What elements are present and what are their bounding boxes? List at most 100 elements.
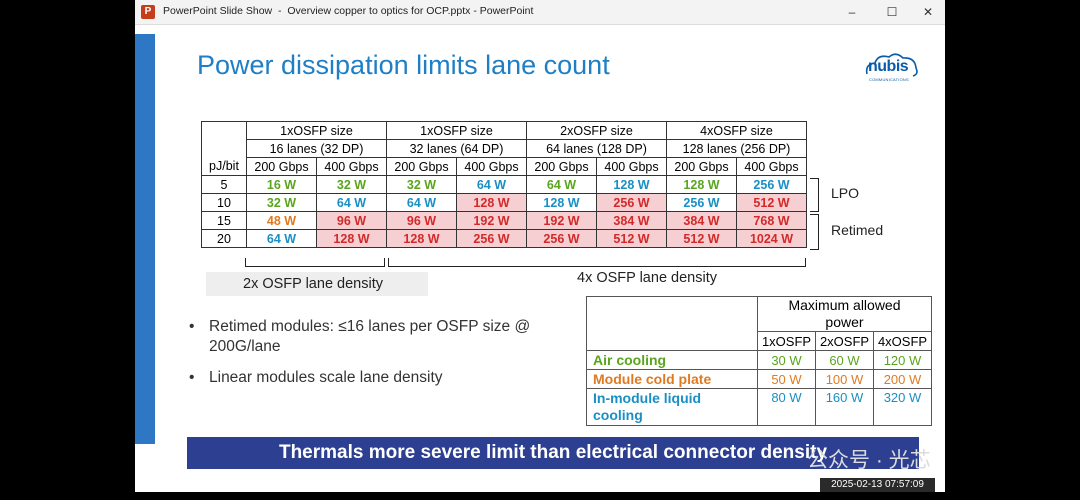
power-cell: 256 W [526, 229, 597, 248]
density-brace-left [245, 258, 385, 267]
conclusion-banner: Thermals more severe limit than electric… [187, 437, 919, 469]
power-cell: 256 W [736, 175, 807, 194]
cooling-value: 100 W [815, 369, 874, 389]
power-cell: 512 W [666, 229, 737, 248]
watermark: 公众号 · 光芯 [807, 449, 931, 472]
group-lanes: 32 lanes (64 DP) [386, 139, 527, 158]
close-button[interactable]: ✕ [922, 5, 934, 19]
power-cell: 512 W [596, 229, 667, 248]
cooling-value: 80 W [757, 388, 816, 426]
cooling-value: 200 W [873, 369, 932, 389]
power-cell: 96 W [386, 211, 457, 230]
power-cell: 192 W [526, 211, 597, 230]
power-cell: 128 W [596, 175, 667, 194]
power-cell: 96 W [316, 211, 387, 230]
power-cell: 192 W [456, 211, 527, 230]
speed-header: 200 Gbps [666, 157, 737, 176]
nubis-logo: nubis COMMUNICATIONS [863, 52, 921, 84]
cooling-value: 30 W [757, 350, 816, 370]
lpo-label: LPO [831, 185, 860, 201]
cooling-col-header: 4xOSFP [873, 331, 932, 351]
power-cell: 512 W [736, 193, 807, 212]
table-row: 5 16 W 32 W 32 W 64 W 64 W 128 W 128 W 2… [201, 175, 807, 194]
power-cell: 32 W [386, 175, 457, 194]
power-cell: 48 W [246, 211, 317, 230]
power-cell: 128 W [666, 175, 737, 194]
maximize-button[interactable]: ☐ [886, 5, 898, 19]
group-lanes: 128 lanes (256 DP) [666, 139, 807, 158]
density-label-left: 2x OSFP lane density [243, 276, 383, 292]
group-size: 2xOSFP size [526, 121, 667, 140]
group-lanes: 16 lanes (32 DP) [246, 139, 387, 158]
lpo-brace [810, 178, 819, 212]
power-cell: 128 W [526, 193, 597, 212]
power-cell: 128 W [456, 193, 527, 212]
table-row: 15 48 W 96 W 96 W 192 W 192 W 384 W 384 … [201, 211, 807, 230]
group-size: 4xOSFP size [666, 121, 807, 140]
power-cell: 768 W [736, 211, 807, 230]
pj-value: 10 [201, 193, 247, 212]
cooling-value: 120 W [873, 350, 932, 370]
power-cell: 64 W [246, 229, 317, 248]
slide-title: Power dissipation limits lane count [197, 50, 610, 80]
row-header: pJ/bit [201, 157, 247, 176]
retimed-label: Retimed [831, 222, 884, 238]
cloud-icon [865, 53, 918, 77]
cooling-col-header: 1xOSFP [757, 331, 816, 351]
power-cell: 256 W [666, 193, 737, 212]
table-row: 10 32 W 64 W 64 W 128 W 128 W 256 W 256 … [201, 193, 807, 212]
table-row: Air cooling 30 W 60 W 120 W [586, 350, 932, 370]
power-cell: 64 W [386, 193, 457, 212]
table-row: 20 64 W 128 W 128 W 256 W 256 W 512 W 51… [201, 229, 807, 248]
timestamp: 2025-02-13 07:57:09 [820, 478, 935, 492]
slide-accent-bar [135, 34, 155, 444]
cooling-value: 50 W [757, 369, 816, 389]
pj-value: 5 [201, 175, 247, 194]
power-cell: 32 W [316, 175, 387, 194]
power-cell: 16 W [246, 175, 317, 194]
powerpoint-window: P PowerPoint Slide Show - Overview coppe… [135, 0, 945, 492]
table-row: Module cold plate 50 W 100 W 200 W [586, 369, 932, 389]
minimize-button[interactable]: – [848, 5, 856, 19]
cooling-label: In-module liquid cooling [586, 388, 758, 426]
bullet-item: • Retimed modules: ≤16 lanes per OSFP siz… [189, 318, 531, 355]
cooling-label: Air cooling [586, 350, 758, 370]
bullet-item: • Linear modules scale lane density [189, 369, 443, 386]
cooling-col-header: 2xOSFP [815, 331, 874, 351]
cooling-value: 160 W [815, 388, 874, 426]
power-cell: 256 W [596, 193, 667, 212]
window-title: PowerPoint Slide Show - Overview copper … [163, 5, 534, 17]
pj-value: 15 [201, 211, 247, 230]
group-lanes: 64 lanes (128 DP) [526, 139, 667, 158]
powerpoint-icon: P [141, 5, 155, 19]
cooling-value: 320 W [873, 388, 932, 426]
power-cell: 1024 W [736, 229, 807, 248]
power-cell: 384 W [666, 211, 737, 230]
power-cell: 32 W [246, 193, 317, 212]
title-bar[interactable]: P PowerPoint Slide Show - Overview coppe… [135, 0, 945, 25]
speed-header: 400 Gbps [316, 157, 387, 176]
speed-header: 400 Gbps [456, 157, 527, 176]
power-cell: 64 W [316, 193, 387, 212]
cooling-value: 60 W [815, 350, 874, 370]
density-brace-right [388, 258, 806, 267]
logo-subtext: COMMUNICATIONS [869, 77, 909, 82]
power-cell: 128 W [386, 229, 457, 248]
speed-header: 200 Gbps [526, 157, 597, 176]
retimed-brace [810, 214, 819, 250]
power-cell: 384 W [596, 211, 667, 230]
speed-header: 400 Gbps [736, 157, 807, 176]
density-label-box [206, 272, 428, 296]
speed-header: 200 Gbps [246, 157, 317, 176]
speed-header: 200 Gbps [386, 157, 457, 176]
cooling-header: Maximum allowed power [757, 296, 932, 332]
power-cell: 64 W [526, 175, 597, 194]
cooling-table: Maximum allowed power 1xOSFP 2xOSFP 4xOSF… [586, 296, 932, 426]
pj-value: 20 [201, 229, 247, 248]
speed-header: 400 Gbps [596, 157, 667, 176]
table-row: In-module liquid cooling 80 W 160 W 320 W [586, 388, 932, 426]
density-label-right: 4x OSFP lane density [577, 270, 717, 286]
group-size: 1xOSFP size [386, 121, 527, 140]
group-size: 1xOSFP size [246, 121, 387, 140]
power-cell: 64 W [456, 175, 527, 194]
